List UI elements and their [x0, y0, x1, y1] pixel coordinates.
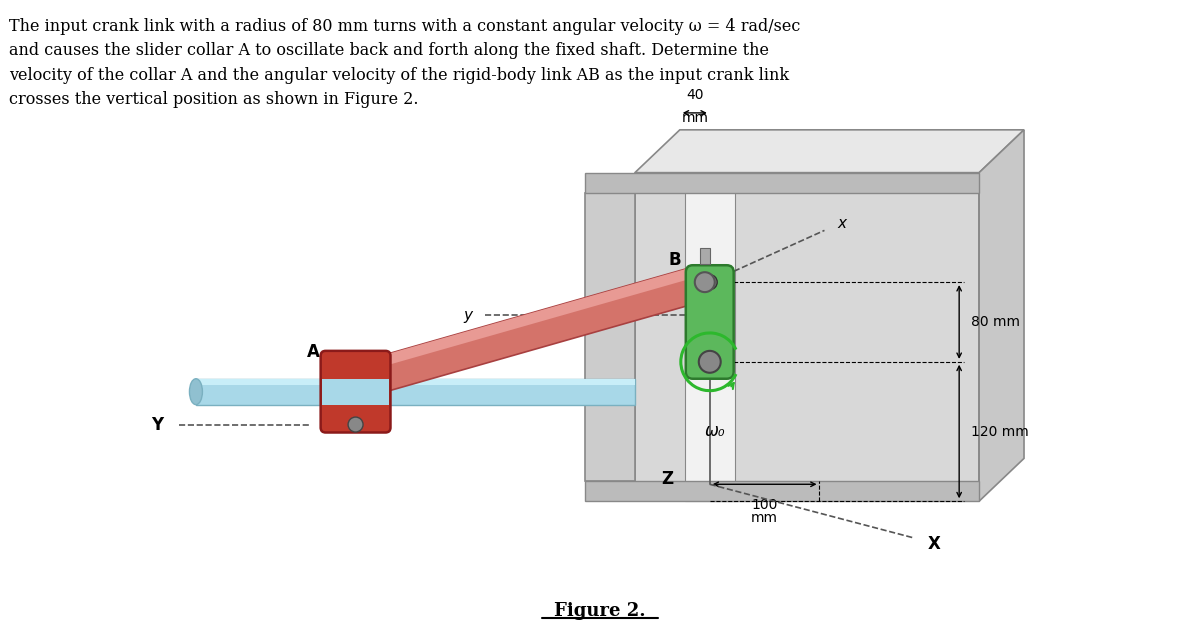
- Polygon shape: [350, 265, 703, 375]
- Ellipse shape: [190, 379, 203, 404]
- Ellipse shape: [348, 417, 364, 432]
- Polygon shape: [586, 173, 979, 192]
- Text: 300 mm: 300 mm: [466, 326, 524, 355]
- Polygon shape: [685, 173, 734, 501]
- Text: B: B: [668, 251, 682, 269]
- Text: mm: mm: [682, 111, 708, 125]
- Polygon shape: [196, 379, 635, 404]
- Polygon shape: [350, 265, 709, 399]
- Text: Figure 2.: Figure 2.: [554, 602, 646, 620]
- FancyBboxPatch shape: [320, 351, 390, 433]
- Text: Z: Z: [661, 470, 674, 489]
- Polygon shape: [635, 130, 1024, 173]
- Polygon shape: [700, 248, 709, 264]
- Text: 100: 100: [751, 498, 778, 512]
- Text: y: y: [463, 308, 473, 322]
- Ellipse shape: [698, 351, 721, 373]
- Polygon shape: [586, 192, 635, 482]
- Text: 120 mm: 120 mm: [971, 424, 1028, 438]
- Text: z: z: [684, 327, 691, 341]
- Text: mm: mm: [751, 511, 778, 525]
- Polygon shape: [586, 482, 979, 501]
- FancyBboxPatch shape: [686, 265, 733, 379]
- Polygon shape: [635, 173, 979, 501]
- Polygon shape: [979, 130, 1024, 501]
- Text: 80 mm: 80 mm: [971, 315, 1020, 329]
- Text: x: x: [838, 216, 846, 231]
- Text: A: A: [307, 343, 320, 361]
- Text: The input crank link with a radius of 80 mm turns with a constant angular veloci: The input crank link with a radius of 80…: [10, 18, 800, 108]
- Text: Y: Y: [151, 415, 163, 434]
- Ellipse shape: [702, 275, 718, 290]
- Polygon shape: [322, 379, 390, 404]
- Ellipse shape: [695, 272, 715, 292]
- Text: X: X: [928, 535, 940, 553]
- Text: 40: 40: [686, 88, 703, 102]
- Text: ω₀: ω₀: [704, 422, 725, 440]
- Polygon shape: [196, 379, 635, 385]
